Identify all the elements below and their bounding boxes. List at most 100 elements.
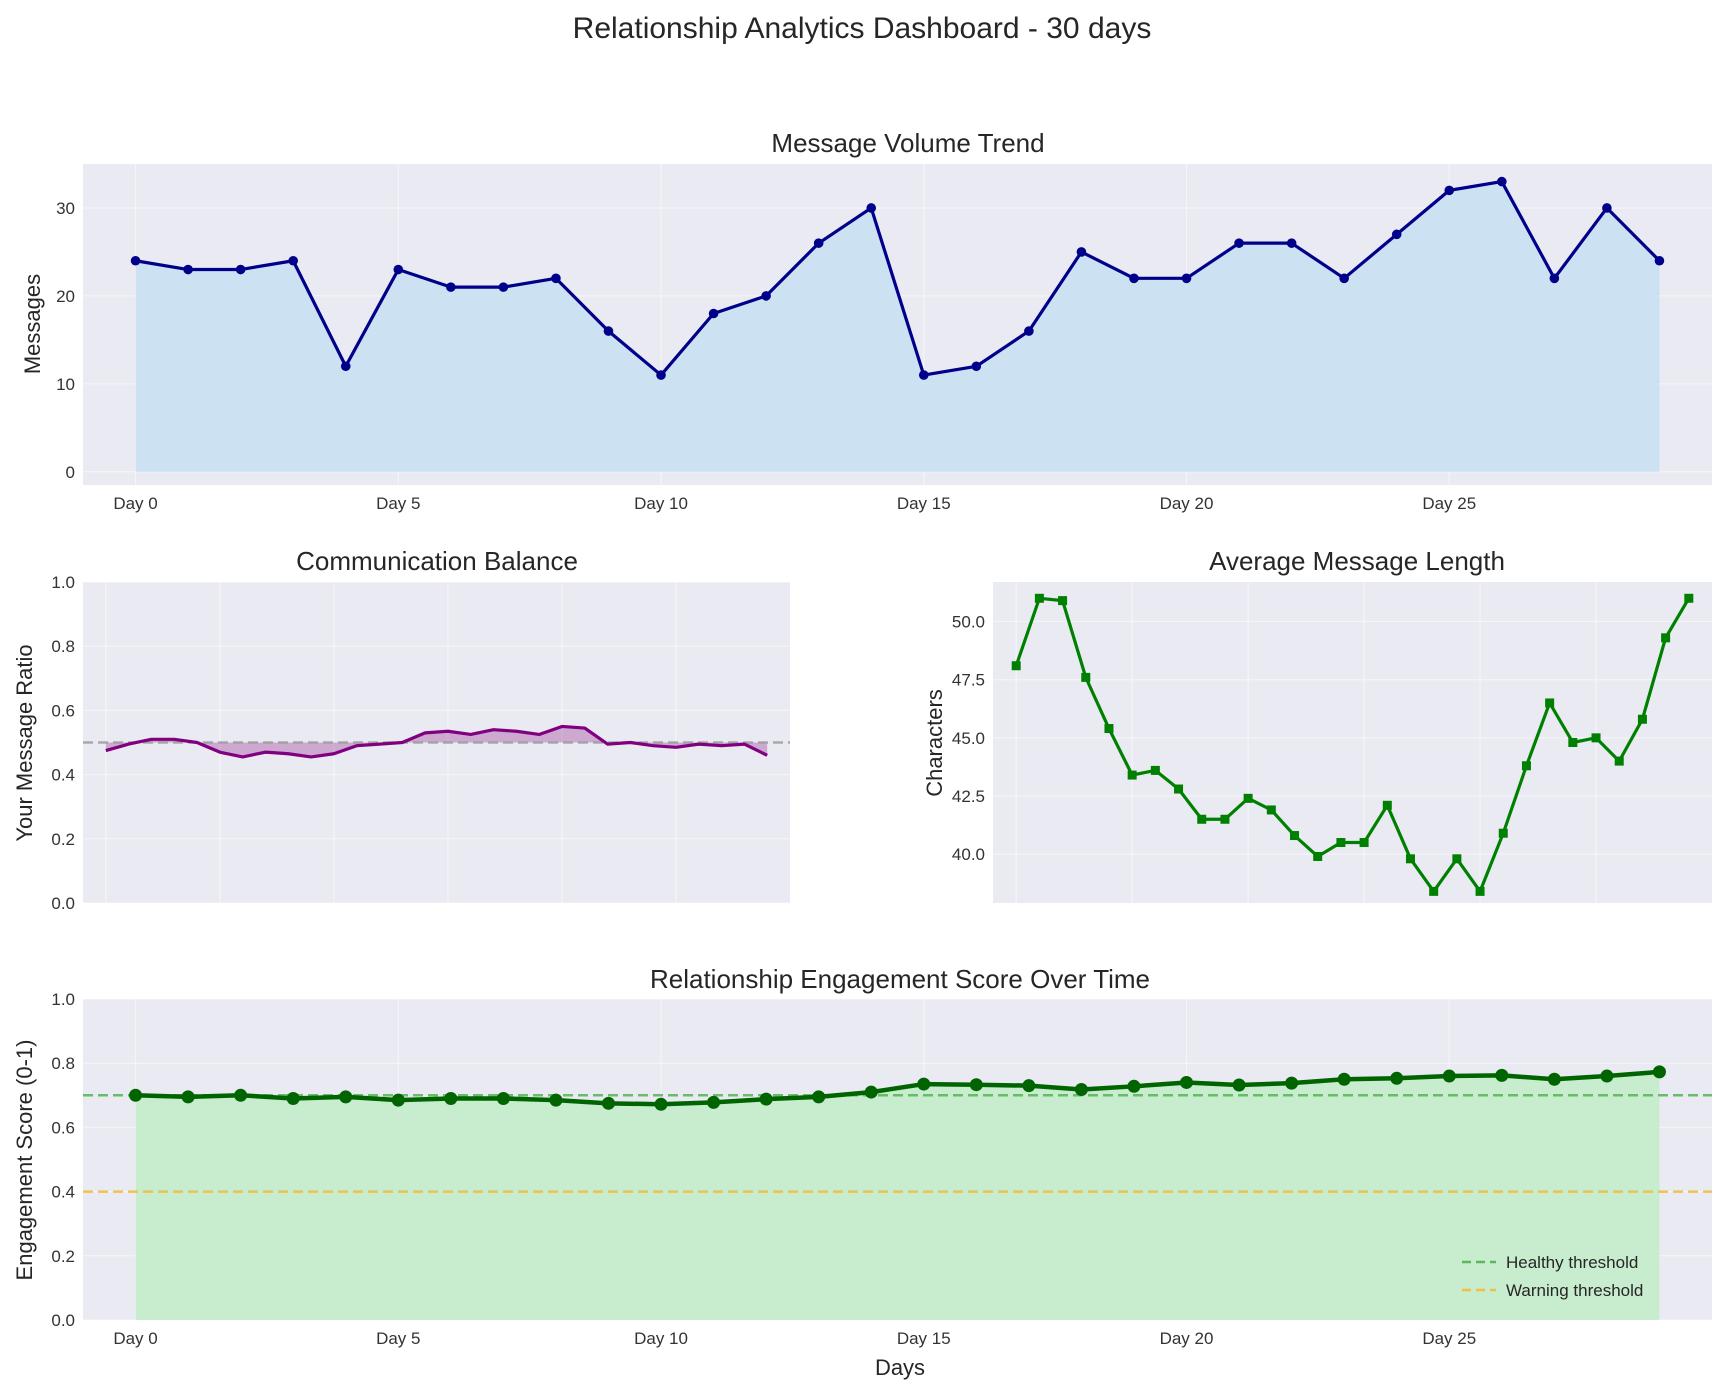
length-data-point [1058,596,1067,605]
volume-xtick-label: Day 5 [376,494,420,513]
engagement-data-point [182,1090,195,1103]
volume-xtick-label: Day 20 [1160,494,1214,513]
volume-data-point [1287,238,1297,248]
length-plot-area [993,582,1712,903]
length-data-point [1012,661,1021,670]
engagement-data-point [1285,1077,1298,1090]
engagement-ytick-label: 0.6 [51,1118,75,1137]
length-data-point [1545,698,1554,707]
volume-xtick-label: Day 25 [1422,494,1476,513]
volume-ytick-label: 10 [56,375,75,394]
length-data-point [1174,785,1183,794]
volume-data-point [1129,274,1139,284]
volume-data-point [236,265,246,275]
engagement-data-point [1127,1080,1140,1093]
length-data-point [1197,815,1206,824]
volume-xtick-label: Day 0 [113,494,157,513]
engagement-data-point [760,1093,773,1106]
volume-ytick-label: 30 [56,199,75,218]
length-data-point [1128,771,1137,780]
volume-data-point [183,265,193,275]
length-data-point [1406,854,1415,863]
length-data-point [1290,831,1299,840]
balance-ytick-label: 0.4 [51,766,75,785]
length-data-point [1638,715,1647,724]
communication-balance-ylabel: Your Message Ratio [12,644,37,841]
length-ytick-label: 50.0 [952,613,985,632]
volume-data-point [656,370,666,380]
engagement-data-point [1495,1069,1508,1082]
engagement-data-point [917,1078,930,1091]
engagement-data-point [1338,1073,1351,1086]
volume-data-point [131,256,141,266]
engagement-data-point [1548,1073,1561,1086]
engagement-data-point [129,1089,142,1102]
volume-data-point [919,370,929,380]
volume-data-point [1234,238,1244,248]
volume-data-point [814,238,824,248]
engagement-data-point [1653,1065,1666,1078]
engagement-data-point [339,1090,352,1103]
communication-balance-panel: Communication Balance Your Message Ratio… [12,546,790,913]
engagement-data-point [865,1086,878,1099]
volume-data-point [1024,326,1034,336]
engagement-ytick-label: 0.2 [51,1247,75,1266]
figure-title: Relationship Analytics Dashboard - 30 da… [573,12,1152,45]
volume-data-point [709,309,719,319]
volume-data-point [1497,177,1507,187]
average-length-title: Average Message Length [1209,546,1505,576]
legend-label: Healthy threshold [1506,1253,1638,1272]
engagement-data-point [1443,1070,1456,1083]
length-data-point [1360,838,1369,847]
length-data-point [1476,887,1485,896]
volume-data-point [393,265,403,275]
length-data-point [1336,838,1345,847]
length-data-point [1522,761,1531,770]
length-ytick-label: 42.5 [952,787,985,806]
volume-data-point [499,282,509,292]
length-data-point [1035,594,1044,603]
length-data-point [1452,854,1461,863]
engagement-data-point [602,1097,615,1110]
engagement-data-point [812,1090,825,1103]
length-data-point [1383,801,1392,810]
volume-data-point [1339,274,1349,284]
engagement-ytick-label: 0.0 [51,1311,75,1330]
volume-data-point [1444,186,1454,196]
volume-data-point [1602,203,1612,213]
length-data-point [1615,757,1624,766]
length-data-point [1313,852,1322,861]
engagement-data-point [655,1098,668,1111]
engagement-data-point [287,1092,300,1105]
engagement-data-point [1180,1076,1193,1089]
volume-data-point [1550,274,1560,284]
volume-ytick-label: 20 [56,287,75,306]
engagement-ytick-label: 0.8 [51,1054,75,1073]
engagement-xtick-label: Day 10 [634,1329,688,1348]
engagement-data-point [1233,1079,1246,1092]
engagement-data-point [497,1092,510,1105]
volume-xtick-label: Day 10 [634,494,688,513]
volume-data-point [1182,274,1192,284]
volume-data-point [761,291,771,301]
engagement-score-title: Relationship Engagement Score Over Time [650,964,1150,994]
engagement-ytick-label: 0.4 [51,1183,75,1202]
length-data-point [1499,829,1508,838]
length-data-point [1267,805,1276,814]
volume-data-point [551,274,561,284]
length-data-point [1592,733,1601,742]
engagement-area-fill [136,1072,1660,1320]
length-data-point [1220,815,1229,824]
message-volume-panel: Message Volume Trend Messages 0 10 20 30 Day… [20,128,1712,513]
engagement-xtick-label: Day 20 [1160,1329,1214,1348]
average-length-panel: Average Message Length Characters 40.0 42… [922,546,1712,903]
length-data-point [1568,738,1577,747]
engagement-score-ylabel: Engagement Score (0-1) [12,1040,37,1281]
balance-ytick-label: 0.0 [51,894,75,913]
engagement-data-point [970,1078,983,1091]
length-data-point [1151,766,1160,775]
message-volume-title: Message Volume Trend [771,128,1044,158]
engagement-xtick-label: Day 5 [376,1329,420,1348]
length-data-point [1244,794,1253,803]
